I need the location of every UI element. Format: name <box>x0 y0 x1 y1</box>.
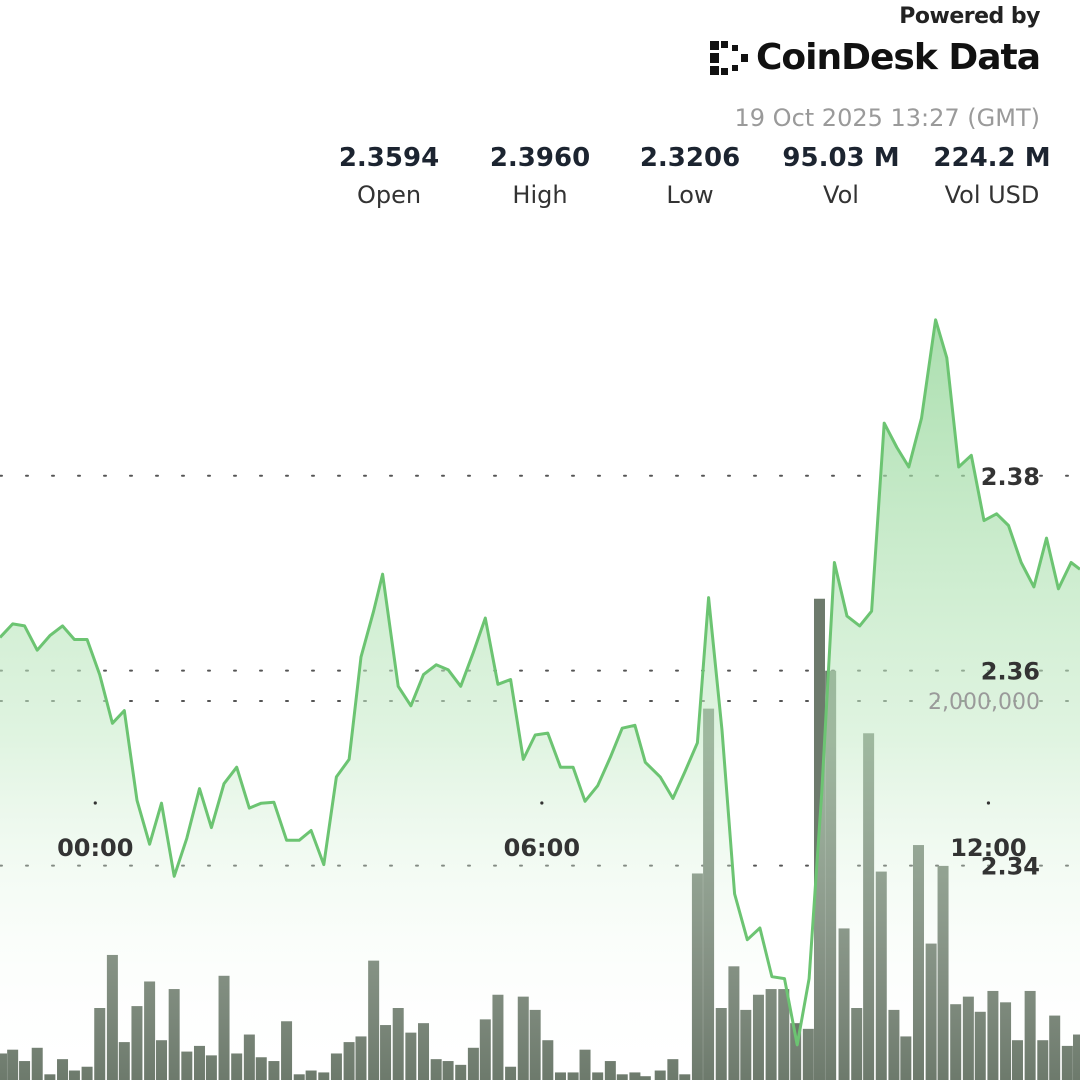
x-tick-label: 00:00 <box>57 834 133 862</box>
stat-label: Vol <box>823 181 859 209</box>
stat-label: High <box>512 181 568 209</box>
stat-label: Open <box>356 181 422 209</box>
brand-row: CoinDesk Data <box>708 37 1041 78</box>
x-tick-mark <box>986 801 991 805</box>
stat-value: 2.3206 <box>639 143 741 173</box>
x-tick-mark <box>540 801 544 805</box>
stat-value: 2.3594 <box>338 143 440 173</box>
coindesk-logo-icon <box>710 40 748 75</box>
axis-labels: 2.38 2.36 2.34 2,000,000 00:00 06:00 12:00 <box>57 463 1040 881</box>
brand-name: CoinDesk Data <box>756 37 1041 78</box>
stat-label: Low <box>666 181 714 209</box>
price-line <box>0 318 1080 1047</box>
timestamp: 19 Oct 2025 13:27 (GMT) <box>734 104 1040 132</box>
brand-block: Powered by CoinDesk Data <box>708 4 1041 78</box>
stat-vol: 95.03 M Vol <box>761 143 921 209</box>
price-tick-label: 2.36 <box>981 658 1040 686</box>
stat-vol-usd: 224.2 M Vol USD <box>912 143 1072 209</box>
price-tick-label: 2.34 <box>981 853 1040 881</box>
stats-bar: 2.3594 Open 2.3960 High 2.3206 Low 95.03… <box>0 143 1080 223</box>
price-area <box>0 318 1080 1080</box>
price-tick-label: 2.38 <box>981 463 1040 491</box>
price-area-fill <box>0 319 1080 1080</box>
stat-open: 2.3594 Open <box>309 143 469 209</box>
powered-by-text: Powered by <box>899 4 1040 29</box>
x-tick-mark <box>93 801 97 805</box>
stat-high: 2.3960 High <box>460 143 620 209</box>
x-tick-label: 06:00 <box>504 834 580 862</box>
stat-low: 2.3206 Low <box>610 143 770 209</box>
stat-value: 224.2 M <box>933 143 1051 173</box>
volume-tick-label: 2,000,000 <box>928 690 1040 715</box>
stat-label: Vol USD <box>944 181 1040 209</box>
stat-value: 95.03 M <box>782 143 900 173</box>
stat-value: 2.3960 <box>489 143 591 173</box>
x-tick-label: 12:00 <box>950 834 1026 862</box>
